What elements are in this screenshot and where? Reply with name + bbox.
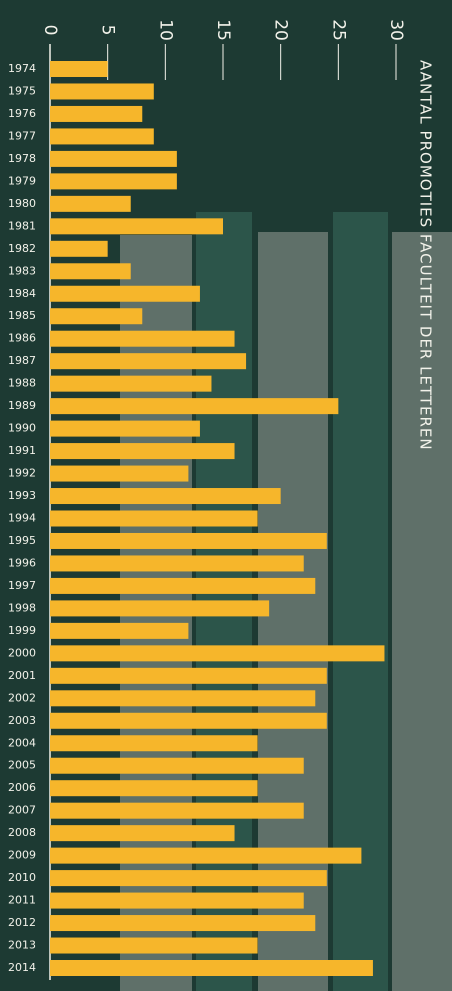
y-tick-label: 1990 — [8, 422, 36, 435]
y-tick-label: 2012 — [8, 916, 36, 929]
bar — [50, 757, 304, 774]
y-tick-label: 1974 — [8, 62, 36, 75]
bar — [50, 577, 316, 594]
y-tick-label: 1999 — [8, 624, 36, 637]
bar — [50, 645, 385, 662]
y-tick-label: 2005 — [8, 759, 36, 772]
x-tick-label: 25 — [328, 19, 348, 41]
y-tick-label: 2010 — [8, 871, 36, 884]
bar — [50, 285, 200, 302]
y-tick-label: 2000 — [8, 646, 36, 659]
x-tick-label: 30 — [386, 19, 406, 41]
bar — [50, 488, 281, 505]
bar — [50, 150, 177, 167]
y-tick-label: 1978 — [8, 152, 36, 165]
bar — [50, 802, 304, 819]
y-tick-label: 1984 — [8, 287, 36, 300]
bar — [50, 105, 143, 122]
bar — [50, 420, 200, 437]
x-tick-label: 5 — [98, 25, 118, 36]
y-tick-label: 1983 — [8, 264, 36, 277]
x-tick-label: 20 — [271, 19, 291, 41]
y-tick-label: 1996 — [8, 556, 36, 569]
y-tick-label: 2009 — [8, 849, 36, 862]
x-tick-label: 0 — [40, 25, 60, 36]
y-tick-label: 1985 — [8, 309, 36, 322]
y-tick-label: 2003 — [8, 714, 36, 727]
y-tick-label: 1981 — [8, 219, 36, 232]
bar — [50, 915, 316, 932]
bar — [50, 263, 131, 280]
bar — [50, 667, 327, 684]
y-tick-label: 2002 — [8, 691, 36, 704]
y-tick-label: 1991 — [8, 444, 36, 457]
bar — [50, 735, 258, 752]
y-tick-label: 2013 — [8, 939, 36, 952]
y-tick-label: 1987 — [8, 354, 36, 367]
bar — [50, 532, 327, 549]
bar — [50, 173, 177, 190]
bar — [50, 600, 270, 617]
bar — [50, 465, 189, 482]
y-tick-label: 1997 — [8, 579, 36, 592]
bar — [50, 555, 304, 572]
bar — [50, 825, 235, 842]
x-tick-label: 10 — [155, 19, 175, 41]
y-tick-label: 1976 — [8, 107, 36, 120]
y-tick-label: 1988 — [8, 377, 36, 390]
bar — [50, 353, 247, 370]
y-tick-label: 1975 — [8, 84, 36, 97]
bar — [50, 780, 258, 797]
y-tick-label: 1994 — [8, 512, 36, 525]
bar — [50, 847, 362, 864]
bar — [50, 622, 189, 639]
bar — [50, 712, 327, 729]
bar — [50, 690, 316, 707]
bar — [50, 218, 223, 235]
bar — [50, 398, 339, 415]
y-tick-label: 1993 — [8, 489, 36, 502]
bar — [50, 195, 131, 212]
y-tick-label: 1998 — [8, 601, 36, 614]
bar — [50, 960, 373, 976]
y-tick-label: 1995 — [8, 534, 36, 547]
y-tick-label: 2004 — [8, 736, 36, 749]
bar — [50, 61, 108, 77]
y-tick-label: 2011 — [8, 894, 36, 907]
bar — [50, 308, 143, 325]
bar — [50, 510, 258, 527]
y-tick-label: 1986 — [8, 332, 36, 345]
y-tick-label: 2006 — [8, 781, 36, 794]
bar — [50, 128, 154, 145]
chart-title: AANTAL PROMOTIES FACULTEIT DER LETTEREN — [417, 60, 435, 451]
y-tick-label: 2007 — [8, 804, 36, 817]
x-tick-label: 15 — [213, 19, 233, 41]
y-tick-label: 2014 — [8, 961, 36, 974]
bar — [50, 240, 108, 257]
y-tick-label: 1992 — [8, 467, 36, 480]
bar — [50, 443, 235, 460]
y-tick-label: 1977 — [8, 129, 36, 142]
bar — [50, 330, 235, 347]
y-tick-label: 1989 — [8, 399, 36, 412]
y-tick-label: 2008 — [8, 826, 36, 839]
y-tick-label: 1982 — [8, 242, 36, 255]
bar — [50, 83, 154, 100]
bar — [50, 937, 258, 954]
bar — [50, 870, 327, 887]
bar — [50, 892, 304, 909]
bar — [50, 375, 212, 392]
y-tick-label: 1980 — [8, 197, 36, 210]
y-tick-label: 1979 — [8, 174, 36, 187]
y-tick-label: 2001 — [8, 669, 36, 682]
